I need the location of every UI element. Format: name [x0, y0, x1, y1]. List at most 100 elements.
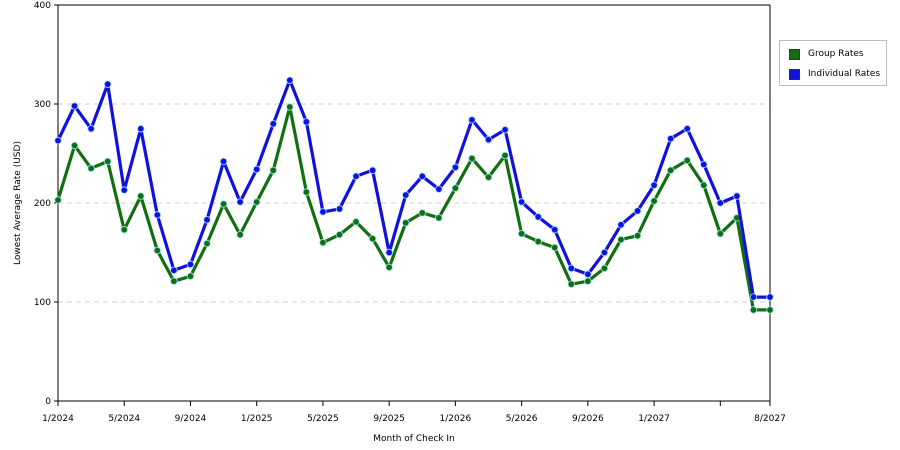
- y-tick-label-200: 200: [34, 199, 51, 209]
- data-point-individual-rates-28: [517, 198, 526, 206]
- legend-item-individual-rates: Individual Rates: [789, 67, 880, 81]
- data-point-individual-rates-4: [120, 186, 128, 194]
- x-tick-label-32: 9/2026: [572, 414, 604, 424]
- data-point-group-rates-13: [269, 166, 277, 175]
- x-tick-label-4: 5/2024: [108, 414, 140, 424]
- data-point-group-rates-5: [137, 192, 145, 200]
- data-point-group-rates-0: [54, 196, 62, 204]
- y-tick-label-0: 0: [45, 397, 51, 407]
- data-point-group-rates-31: [567, 280, 576, 288]
- data-point-individual-rates-25: [468, 116, 476, 124]
- x-tick-label-43: 8/2027: [754, 414, 786, 424]
- x-tick-label-0: 1/2024: [42, 414, 74, 424]
- data-point-group-rates-19: [368, 234, 377, 243]
- tick-labels: 0 100 200 300 400 1/2024 5/2024 9/2024 1/2025 5/2…: [34, 1, 786, 424]
- data-point-individual-rates-6: [153, 211, 162, 219]
- data-point-individual-rates-35: [633, 207, 642, 215]
- data-point-individual-rates-23: [435, 185, 443, 193]
- data-point-group-rates-1: [70, 141, 79, 150]
- data-point-group-rates-11: [236, 230, 244, 239]
- data-point-individual-rates-7: [170, 266, 178, 275]
- data-point-individual-rates-33: [600, 248, 609, 257]
- x-tick-label-16: 5/2025: [307, 414, 339, 424]
- data-point-group-rates-37: [666, 166, 675, 175]
- axes: [54, 4, 771, 406]
- y-tick-label-100: 100: [34, 298, 51, 308]
- data-point-group-rates-8: [186, 272, 195, 280]
- data-point-group-rates-22: [418, 209, 426, 217]
- data-point-individual-rates-40: [716, 199, 725, 207]
- data-point-individual-rates-11: [236, 198, 244, 206]
- data-point-individual-rates-15: [302, 118, 311, 126]
- data-point-individual-rates-17: [335, 205, 344, 213]
- x-tick-label-8: 9/2024: [175, 414, 207, 424]
- data-point-individual-rates-5: [137, 125, 145, 133]
- data-point-individual-rates-13: [269, 120, 277, 128]
- data-point-individual-rates-42: [749, 293, 758, 301]
- legend-label-group-rates: Group Rates: [808, 49, 864, 59]
- y-axis-title: Lowest Average Rate (USD): [13, 141, 23, 265]
- data-point-individual-rates-41: [733, 192, 741, 200]
- legend-label-individual-rates: Individual Rates: [808, 69, 881, 79]
- data-point-individual-rates-20: [385, 248, 393, 257]
- data-point-group-rates-18: [352, 218, 360, 226]
- data-point-group-rates-24: [451, 184, 460, 192]
- data-point-group-rates-28: [517, 229, 526, 238]
- data-point-group-rates-39: [700, 181, 708, 189]
- data-point-group-rates-23: [435, 214, 443, 222]
- legend: Group Rates Individual Rates: [779, 40, 887, 86]
- y-tick-label-400: 400: [34, 1, 51, 11]
- data-point-individual-rates-8: [186, 260, 195, 269]
- data-point-group-rates-6: [153, 246, 162, 255]
- data-point-group-rates-38: [683, 156, 691, 165]
- data-point-individual-rates-0: [54, 136, 62, 145]
- series-lines: [54, 76, 774, 314]
- data-point-individual-rates-10: [219, 157, 228, 166]
- data-point-individual-rates-1: [70, 102, 79, 110]
- data-point-individual-rates-29: [534, 213, 542, 221]
- data-point-group-rates-29: [534, 237, 542, 246]
- x-tick-label-36: 1/2027: [638, 414, 670, 424]
- data-point-group-rates-30: [551, 243, 559, 252]
- data-point-group-rates-42: [749, 306, 758, 314]
- data-point-individual-rates-36: [650, 181, 658, 189]
- data-point-group-rates-4: [120, 226, 128, 234]
- data-point-individual-rates-16: [319, 208, 327, 216]
- data-point-individual-rates-24: [451, 163, 460, 172]
- data-point-group-rates-26: [484, 173, 493, 181]
- data-point-group-rates-14: [286, 103, 294, 111]
- data-point-group-rates-36: [650, 197, 658, 205]
- data-point-individual-rates-9: [203, 216, 211, 224]
- data-point-group-rates-25: [468, 154, 476, 163]
- data-point-group-rates-21: [402, 219, 410, 227]
- data-point-individual-rates-12: [252, 165, 261, 174]
- x-tick-label-20: 9/2025: [373, 414, 405, 424]
- data-point-individual-rates-19: [368, 166, 377, 175]
- data-point-group-rates-20: [385, 263, 393, 272]
- legend-item-group-rates: Group Rates: [789, 47, 864, 61]
- data-point-individual-rates-38: [683, 125, 691, 133]
- y-tick-label-300: 300: [34, 100, 51, 110]
- x-tick-label-12: 1/2025: [241, 414, 273, 424]
- data-point-individual-rates-31: [567, 264, 576, 273]
- data-point-individual-rates-37: [666, 134, 675, 143]
- x-tick-label-24: 1/2026: [440, 414, 472, 424]
- legend-swatch-individual-rates: [789, 68, 800, 80]
- data-point-individual-rates-26: [484, 135, 493, 144]
- data-point-group-rates-40: [716, 229, 725, 238]
- data-point-group-rates-17: [335, 230, 344, 239]
- data-point-individual-rates-22: [418, 172, 426, 180]
- x-tick-label-28: 5/2026: [506, 414, 538, 424]
- data-point-group-rates-10: [219, 200, 228, 208]
- data-point-group-rates-9: [203, 239, 211, 248]
- data-point-group-rates-33: [600, 264, 609, 273]
- data-point-individual-rates-32: [584, 270, 592, 278]
- data-point-group-rates-16: [319, 238, 327, 247]
- data-point-individual-rates-39: [700, 160, 708, 169]
- data-point-individual-rates-43: [766, 293, 774, 301]
- data-point-group-rates-27: [501, 151, 509, 160]
- data-point-group-rates-2: [87, 164, 95, 173]
- data-point-group-rates-3: [103, 157, 112, 166]
